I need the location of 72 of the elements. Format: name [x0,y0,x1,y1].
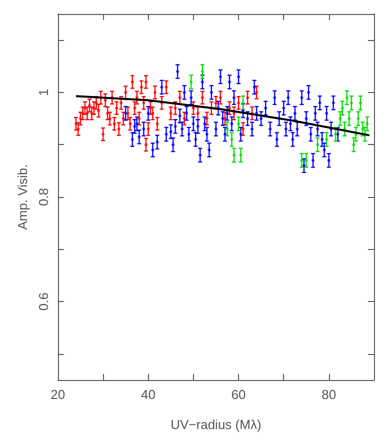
point [316,143,320,146]
point [348,117,351,120]
point [356,117,360,120]
point [78,117,82,120]
point [133,106,136,110]
point [304,158,308,162]
point [122,117,125,120]
point [130,80,134,84]
point [182,117,186,120]
point [76,128,80,131]
point [237,122,240,126]
point [144,143,148,146]
point [106,112,110,115]
point [138,117,141,120]
point [232,154,236,157]
point [94,101,98,104]
point [169,112,172,115]
point [97,109,100,112]
point [112,122,116,126]
point [117,128,120,131]
point [214,101,218,104]
point [218,96,222,100]
point [366,122,369,126]
point [338,117,342,120]
point [226,128,229,131]
point [102,132,105,136]
point [200,96,204,100]
y-tick-label: 0.8 [36,188,51,206]
point [115,106,118,110]
point [196,112,200,115]
point [146,128,150,131]
point [255,90,258,94]
point [104,98,107,102]
x-axis-title: UV−radius (Mλ) [170,417,262,432]
point [239,154,242,157]
point [230,138,234,141]
point [200,70,204,74]
point [164,86,168,89]
point [237,101,240,104]
point [358,101,362,104]
point [340,106,344,110]
point [246,96,250,100]
point [228,106,231,110]
y-tick-label: 1 [36,88,51,96]
point [92,106,96,110]
point [74,122,78,126]
point [174,106,177,110]
point [178,96,182,100]
point [120,101,123,104]
point [142,101,146,104]
point [108,117,112,120]
point [350,101,353,104]
point [124,90,128,94]
x-tick-label: 40 [140,387,156,402]
line-series [74,95,370,136]
point [325,138,328,141]
point [205,117,208,120]
x-tick-label: 80 [322,387,336,402]
point [190,80,193,84]
y-tick-label: 0.6 [36,292,51,311]
point [192,106,195,110]
point [156,122,159,126]
point [345,96,348,100]
x-tick-label: 20 [50,387,66,402]
point [300,158,304,162]
point [151,112,154,115]
y-axis-title: Amp. Visib. [15,164,30,230]
x-tick-label: 60 [231,387,246,402]
point [140,86,143,89]
point [128,122,132,126]
point [361,128,364,131]
point [352,143,356,146]
